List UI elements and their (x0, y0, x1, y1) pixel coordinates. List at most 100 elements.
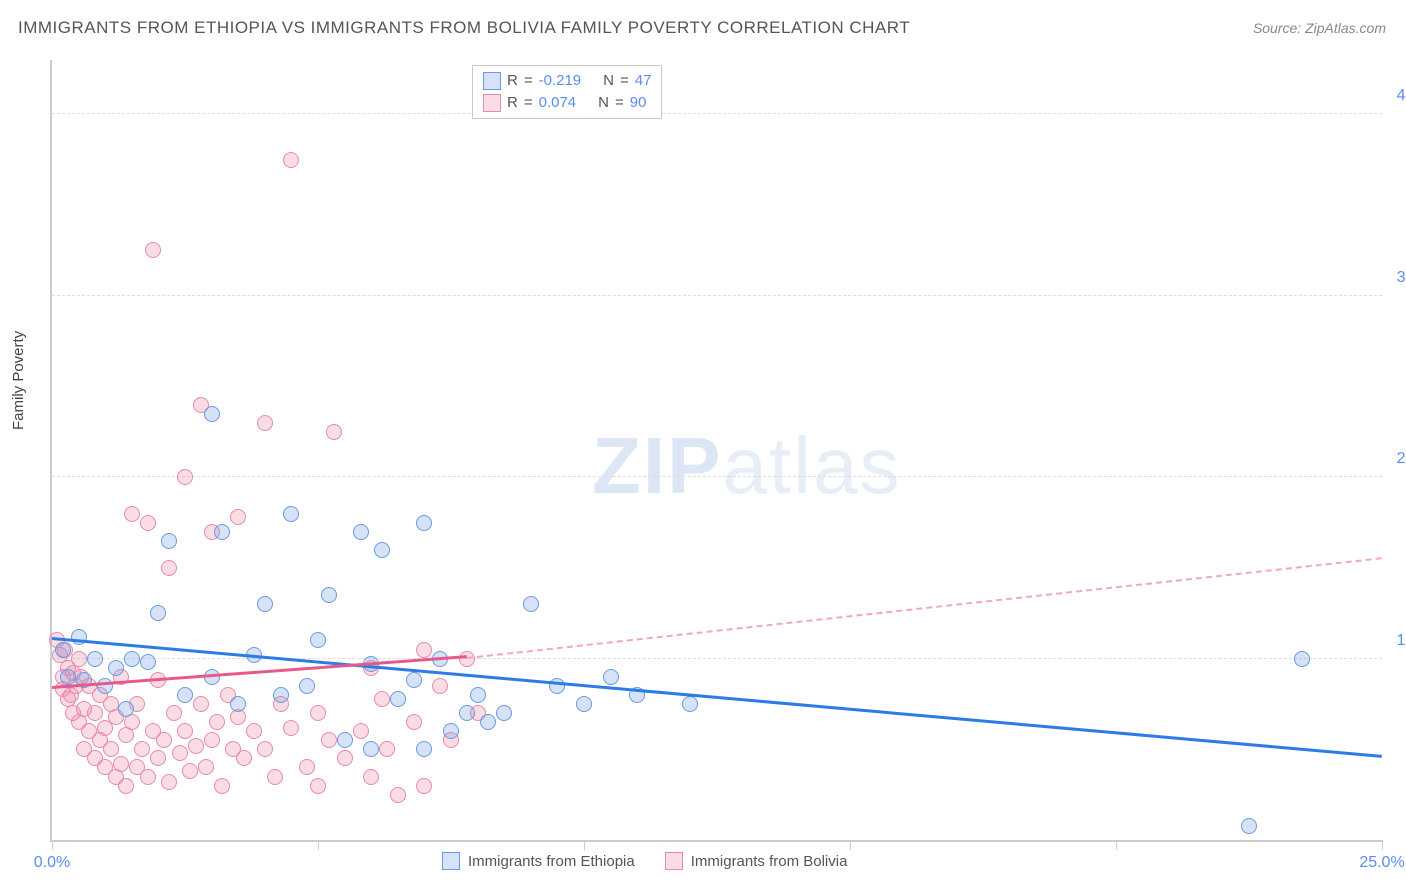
scatter-point (470, 687, 486, 703)
legend-n-label: N (603, 70, 614, 92)
scatter-point (459, 705, 475, 721)
legend-r-bolivia: 0.074 (539, 92, 577, 114)
legend-swatch-ethiopia (483, 72, 501, 90)
xtick (850, 840, 851, 850)
ytick-label: 40.0% (1397, 87, 1406, 105)
ytick-label: 20.0% (1397, 450, 1406, 468)
legend-r-ethiopia: -0.219 (539, 70, 582, 92)
scatter-point (97, 678, 113, 694)
legend-eq2: = (620, 70, 629, 92)
scatter-point (204, 406, 220, 422)
scatter-point (682, 696, 698, 712)
scatter-point (374, 542, 390, 558)
scatter-point (443, 723, 459, 739)
scatter-point (337, 750, 353, 766)
scatter-point (118, 701, 134, 717)
legend-eq: = (524, 70, 533, 92)
correlation-legend: R = -0.219 N = 47 R = 0.074 N = 90 (472, 65, 662, 119)
scatter-point (257, 415, 273, 431)
scatter-point (406, 714, 422, 730)
scatter-point (124, 651, 140, 667)
legend-swatch-bolivia (483, 94, 501, 112)
scatter-point (55, 642, 71, 658)
legend-eq3: = (524, 92, 533, 114)
legend-item-ethiopia: Immigrants from Ethiopia (442, 852, 635, 870)
scatter-point (140, 515, 156, 531)
scatter-point (172, 745, 188, 761)
scatter-point (480, 714, 496, 730)
scatter-point (374, 691, 390, 707)
scatter-point (177, 687, 193, 703)
scatter-point (182, 763, 198, 779)
scatter-point (416, 741, 432, 757)
scatter-point (204, 732, 220, 748)
scatter-point (406, 672, 422, 688)
scatter-point (71, 651, 87, 667)
scatter-point (326, 424, 342, 440)
scatter-point (353, 524, 369, 540)
legend-label-bolivia: Immigrants from Bolivia (691, 853, 848, 870)
scatter-point (257, 741, 273, 757)
chart-title: IMMIGRANTS FROM ETHIOPIA VS IMMIGRANTS F… (18, 18, 910, 38)
xtick (584, 840, 585, 850)
scatter-point (310, 705, 326, 721)
scatter-point (416, 515, 432, 531)
scatter-point (198, 759, 214, 775)
scatter-point (267, 769, 283, 785)
xtick (1382, 840, 1383, 850)
scatter-point (1241, 818, 1257, 834)
scatter-point (283, 720, 299, 736)
xtick (318, 840, 319, 850)
scatter-point (390, 691, 406, 707)
watermark-zip: ZIP (592, 421, 722, 510)
scatter-point (299, 678, 315, 694)
scatter-point (310, 778, 326, 794)
ytick-label: 30.0% (1397, 269, 1406, 287)
gridline (52, 295, 1382, 296)
scatter-point (246, 723, 262, 739)
gridline (52, 113, 1382, 114)
scatter-point (496, 705, 512, 721)
scatter-point (283, 152, 299, 168)
scatter-point (193, 696, 209, 712)
scatter-point (150, 605, 166, 621)
scatter-point (150, 750, 166, 766)
scatter-point (161, 774, 177, 790)
scatter-point (113, 756, 129, 772)
legend-n-ethiopia: 47 (635, 70, 652, 92)
legend-row-ethiopia: R = -0.219 N = 47 (483, 70, 651, 92)
scatter-point (87, 705, 103, 721)
scatter-point (177, 723, 193, 739)
scatter-point (379, 741, 395, 757)
scatter-point (118, 778, 134, 794)
scatter-point (124, 506, 140, 522)
legend-swatch-ethiopia-2 (442, 852, 460, 870)
scatter-point (603, 669, 619, 685)
scatter-point (230, 509, 246, 525)
watermark-atlas: atlas (722, 421, 901, 510)
scatter-point (236, 750, 252, 766)
scatter-point (353, 723, 369, 739)
scatter-point (273, 687, 289, 703)
scatter-point (299, 759, 315, 775)
scatter-point (103, 741, 119, 757)
scatter-point (257, 596, 273, 612)
scatter-point (523, 596, 539, 612)
legend-n-label2: N (598, 92, 609, 114)
scatter-point (549, 678, 565, 694)
scatter-point (161, 560, 177, 576)
scatter-point (363, 769, 379, 785)
xtick-label: 25.0% (1359, 854, 1404, 872)
scatter-point (321, 587, 337, 603)
scatter-point (145, 242, 161, 258)
scatter-point (310, 632, 326, 648)
scatter-point (416, 778, 432, 794)
legend-r-label2: R (507, 92, 518, 114)
scatter-point (209, 714, 225, 730)
scatter-point (161, 533, 177, 549)
scatter-point (177, 469, 193, 485)
legend-swatch-bolivia-2 (665, 852, 683, 870)
scatter-point (134, 741, 150, 757)
legend-row-bolivia: R = 0.074 N = 90 (483, 92, 651, 114)
xtick (52, 840, 53, 850)
